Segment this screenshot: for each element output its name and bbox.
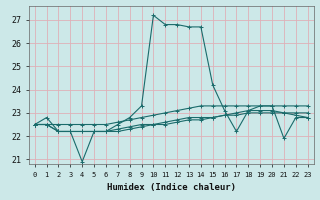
X-axis label: Humidex (Indice chaleur): Humidex (Indice chaleur) bbox=[107, 183, 236, 192]
